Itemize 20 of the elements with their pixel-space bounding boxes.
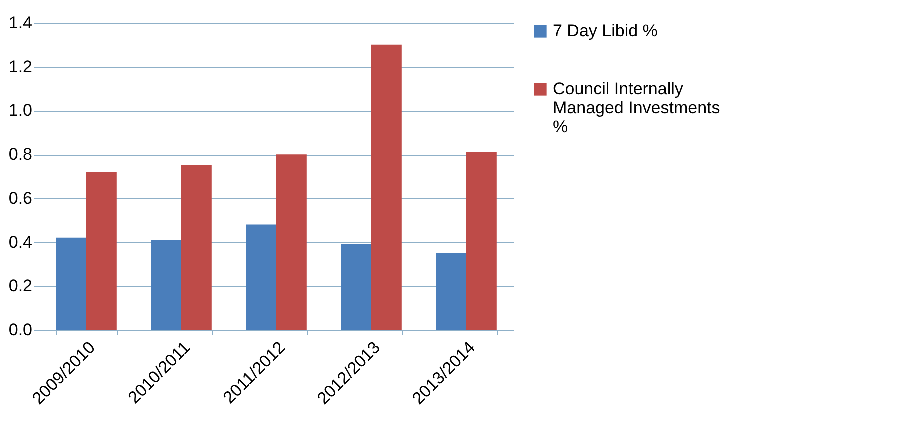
y-tick-label: 0.0: [8, 320, 32, 340]
bar: [372, 44, 402, 330]
bar: [151, 240, 182, 330]
bar: [276, 154, 307, 330]
y-tick-label: 0.6: [8, 188, 32, 208]
y-tick-label: 1.2: [8, 57, 32, 76]
bar: [182, 166, 212, 330]
bar: [436, 253, 466, 330]
y-tick-label: 0.4: [8, 232, 32, 252]
legend-label: 7 Day Libid %: [553, 22, 658, 40]
bar: [246, 224, 276, 330]
bar: [86, 172, 117, 330]
y-tick-label: 0.8: [8, 145, 32, 164]
y-tick-label: 1.0: [8, 101, 32, 120]
bar: [466, 152, 497, 330]
bar: [341, 244, 372, 330]
legend-label: Council Internally Managed Investments %: [553, 80, 720, 136]
y-tick-label: 0.2: [8, 276, 32, 296]
bar: [56, 238, 86, 330]
y-tick-label: 1.4: [8, 14, 32, 32]
